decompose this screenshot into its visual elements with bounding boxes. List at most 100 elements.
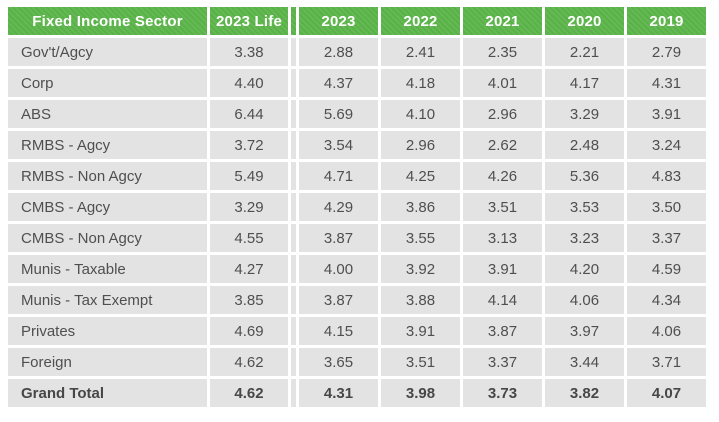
table-row: CMBS - Non Agcy 4.55 3.87 3.55 3.13 3.23 3.37	[8, 224, 706, 252]
column-spacer	[291, 69, 296, 97]
value-cell: 3.72	[210, 131, 288, 159]
value-cell: 2.48	[545, 131, 624, 159]
value-cell: 4.06	[545, 286, 624, 314]
value-cell: 2.79	[627, 38, 706, 66]
value-cell: 2.62	[463, 131, 542, 159]
column-spacer	[291, 224, 296, 252]
value-cell: 4.62	[210, 348, 288, 376]
col-header-2023: 2023	[299, 7, 378, 35]
sector-cell: Grand Total	[8, 379, 207, 407]
table-row: RMBS - Agcy 3.72 3.54 2.96 2.62 2.48 3.24	[8, 131, 706, 159]
fixed-income-sector-table: Fixed Income Sector 2023 Life 2023 2022 …	[5, 4, 709, 410]
value-cell: 3.50	[627, 193, 706, 221]
value-cell: 3.86	[381, 193, 460, 221]
value-cell: 4.14	[463, 286, 542, 314]
value-cell: 3.37	[463, 348, 542, 376]
value-cell: 3.51	[463, 193, 542, 221]
column-spacer	[291, 379, 296, 407]
value-cell: 3.82	[545, 379, 624, 407]
column-spacer	[291, 317, 296, 345]
value-cell: 4.62	[210, 379, 288, 407]
value-cell: 6.44	[210, 100, 288, 128]
value-cell: 3.38	[210, 38, 288, 66]
column-spacer	[291, 255, 296, 283]
table-row: Gov't/Agcy 3.38 2.88 2.41 2.35 2.21 2.79	[8, 38, 706, 66]
value-cell: 4.15	[299, 317, 378, 345]
col-header-fixed-income-sector: Fixed Income Sector	[8, 7, 207, 35]
value-cell: 3.65	[299, 348, 378, 376]
value-cell: 2.35	[463, 38, 542, 66]
value-cell: 3.88	[381, 286, 460, 314]
value-cell: 3.23	[545, 224, 624, 252]
sector-cell: Munis - Tax Exempt	[8, 286, 207, 314]
sector-cell: CMBS - Non Agcy	[8, 224, 207, 252]
sector-cell: RMBS - Non Agcy	[8, 162, 207, 190]
grand-total-row: Grand Total 4.62 4.31 3.98 3.73 3.82 4.07	[8, 379, 706, 407]
header-row: Fixed Income Sector 2023 Life 2023 2022 …	[8, 7, 706, 35]
value-cell: 5.69	[299, 100, 378, 128]
sector-cell: Gov't/Agcy	[8, 38, 207, 66]
table-row: Corp 4.40 4.37 4.18 4.01 4.17 4.31	[8, 69, 706, 97]
value-cell: 3.44	[545, 348, 624, 376]
value-cell: 3.24	[627, 131, 706, 159]
column-spacer	[291, 348, 296, 376]
table-row: Munis - Tax Exempt 3.85 3.87 3.88 4.14 4.06 4.…	[8, 286, 706, 314]
col-header-2021: 2021	[463, 7, 542, 35]
value-cell: 4.31	[299, 379, 378, 407]
value-cell: 4.40	[210, 69, 288, 97]
value-cell: 2.21	[545, 38, 624, 66]
value-cell: 4.31	[627, 69, 706, 97]
value-cell: 4.29	[299, 193, 378, 221]
value-cell: 2.88	[299, 38, 378, 66]
value-cell: 3.29	[545, 100, 624, 128]
sector-cell: Corp	[8, 69, 207, 97]
table-row: Foreign 4.62 3.65 3.51 3.37 3.44 3.71	[8, 348, 706, 376]
value-cell: 5.49	[210, 162, 288, 190]
value-cell: 4.25	[381, 162, 460, 190]
sector-cell: Foreign	[8, 348, 207, 376]
value-cell: 5.36	[545, 162, 624, 190]
column-spacer	[291, 7, 296, 35]
sector-cell: RMBS - Agcy	[8, 131, 207, 159]
table-row: RMBS - Non Agcy 5.49 4.71 4.25 4.26 5.36 4.83	[8, 162, 706, 190]
value-cell: 4.34	[627, 286, 706, 314]
value-cell: 3.13	[463, 224, 542, 252]
value-cell: 3.92	[381, 255, 460, 283]
value-cell: 3.87	[463, 317, 542, 345]
value-cell: 2.41	[381, 38, 460, 66]
value-cell: 3.53	[545, 193, 624, 221]
value-cell: 4.00	[299, 255, 378, 283]
value-cell: 4.71	[299, 162, 378, 190]
value-cell: 4.17	[545, 69, 624, 97]
col-header-2019: 2019	[627, 7, 706, 35]
sector-cell: ABS	[8, 100, 207, 128]
value-cell: 3.87	[299, 286, 378, 314]
value-cell: 3.91	[381, 317, 460, 345]
value-cell: 4.26	[463, 162, 542, 190]
value-cell: 3.85	[210, 286, 288, 314]
table-row: ABS 6.44 5.69 4.10 2.96 3.29 3.91	[8, 100, 706, 128]
value-cell: 4.06	[627, 317, 706, 345]
table-row: CMBS - Agcy 3.29 4.29 3.86 3.51 3.53 3.50	[8, 193, 706, 221]
value-cell: 3.91	[627, 100, 706, 128]
value-cell: 3.37	[627, 224, 706, 252]
column-spacer	[291, 131, 296, 159]
value-cell: 4.27	[210, 255, 288, 283]
value-cell: 4.83	[627, 162, 706, 190]
value-cell: 3.51	[381, 348, 460, 376]
value-cell: 4.20	[545, 255, 624, 283]
value-cell: 4.55	[210, 224, 288, 252]
col-header-2020: 2020	[545, 7, 624, 35]
value-cell: 4.69	[210, 317, 288, 345]
value-cell: 3.71	[627, 348, 706, 376]
value-cell: 3.55	[381, 224, 460, 252]
value-cell: 3.87	[299, 224, 378, 252]
value-cell: 4.37	[299, 69, 378, 97]
value-cell: 3.97	[545, 317, 624, 345]
sector-cell: Privates	[8, 317, 207, 345]
value-cell: 3.73	[463, 379, 542, 407]
value-cell: 4.18	[381, 69, 460, 97]
table-body: Gov't/Agcy 3.38 2.88 2.41 2.35 2.21 2.79 Corp 4.…	[8, 38, 706, 407]
fixed-income-sector-table-page: Fixed Income Sector 2023 Life 2023 2022 …	[0, 4, 719, 422]
column-spacer	[291, 193, 296, 221]
